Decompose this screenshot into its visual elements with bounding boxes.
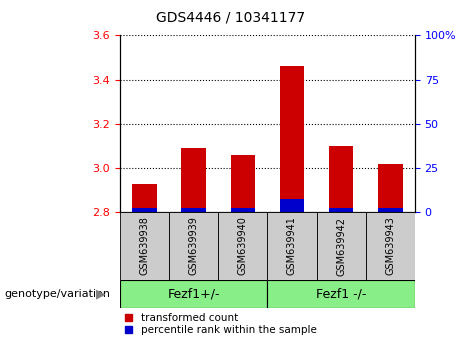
Bar bbox=[317, 212, 366, 280]
Bar bbox=[267, 212, 317, 280]
Text: Fezf1+/-: Fezf1+/- bbox=[167, 287, 220, 300]
Text: GSM639942: GSM639942 bbox=[336, 217, 346, 275]
Text: GSM639939: GSM639939 bbox=[189, 217, 199, 275]
Bar bbox=[230, 208, 255, 212]
Text: ▶: ▶ bbox=[96, 287, 106, 300]
Bar bbox=[230, 155, 255, 212]
Bar bbox=[120, 212, 169, 280]
Text: Fezf1 -/-: Fezf1 -/- bbox=[316, 287, 366, 300]
Bar bbox=[120, 280, 267, 308]
Text: GDS4446 / 10341177: GDS4446 / 10341177 bbox=[156, 11, 305, 25]
Bar bbox=[378, 208, 402, 212]
Bar bbox=[169, 212, 218, 280]
Bar bbox=[378, 164, 402, 212]
Text: GSM639938: GSM639938 bbox=[139, 217, 149, 275]
Legend: transformed count, percentile rank within the sample: transformed count, percentile rank withi… bbox=[125, 313, 317, 335]
Bar bbox=[132, 184, 157, 212]
Bar bbox=[267, 280, 415, 308]
Bar bbox=[329, 146, 354, 212]
Bar bbox=[181, 208, 206, 212]
Text: genotype/variation: genotype/variation bbox=[5, 289, 111, 299]
Bar bbox=[132, 208, 157, 212]
Text: GSM639940: GSM639940 bbox=[238, 217, 248, 275]
Bar bbox=[280, 67, 304, 212]
Text: GSM639943: GSM639943 bbox=[385, 217, 396, 275]
Bar bbox=[218, 212, 267, 280]
Bar bbox=[181, 148, 206, 212]
Bar bbox=[366, 212, 415, 280]
Bar bbox=[280, 199, 304, 212]
Bar bbox=[329, 208, 354, 212]
Text: GSM639941: GSM639941 bbox=[287, 217, 297, 275]
